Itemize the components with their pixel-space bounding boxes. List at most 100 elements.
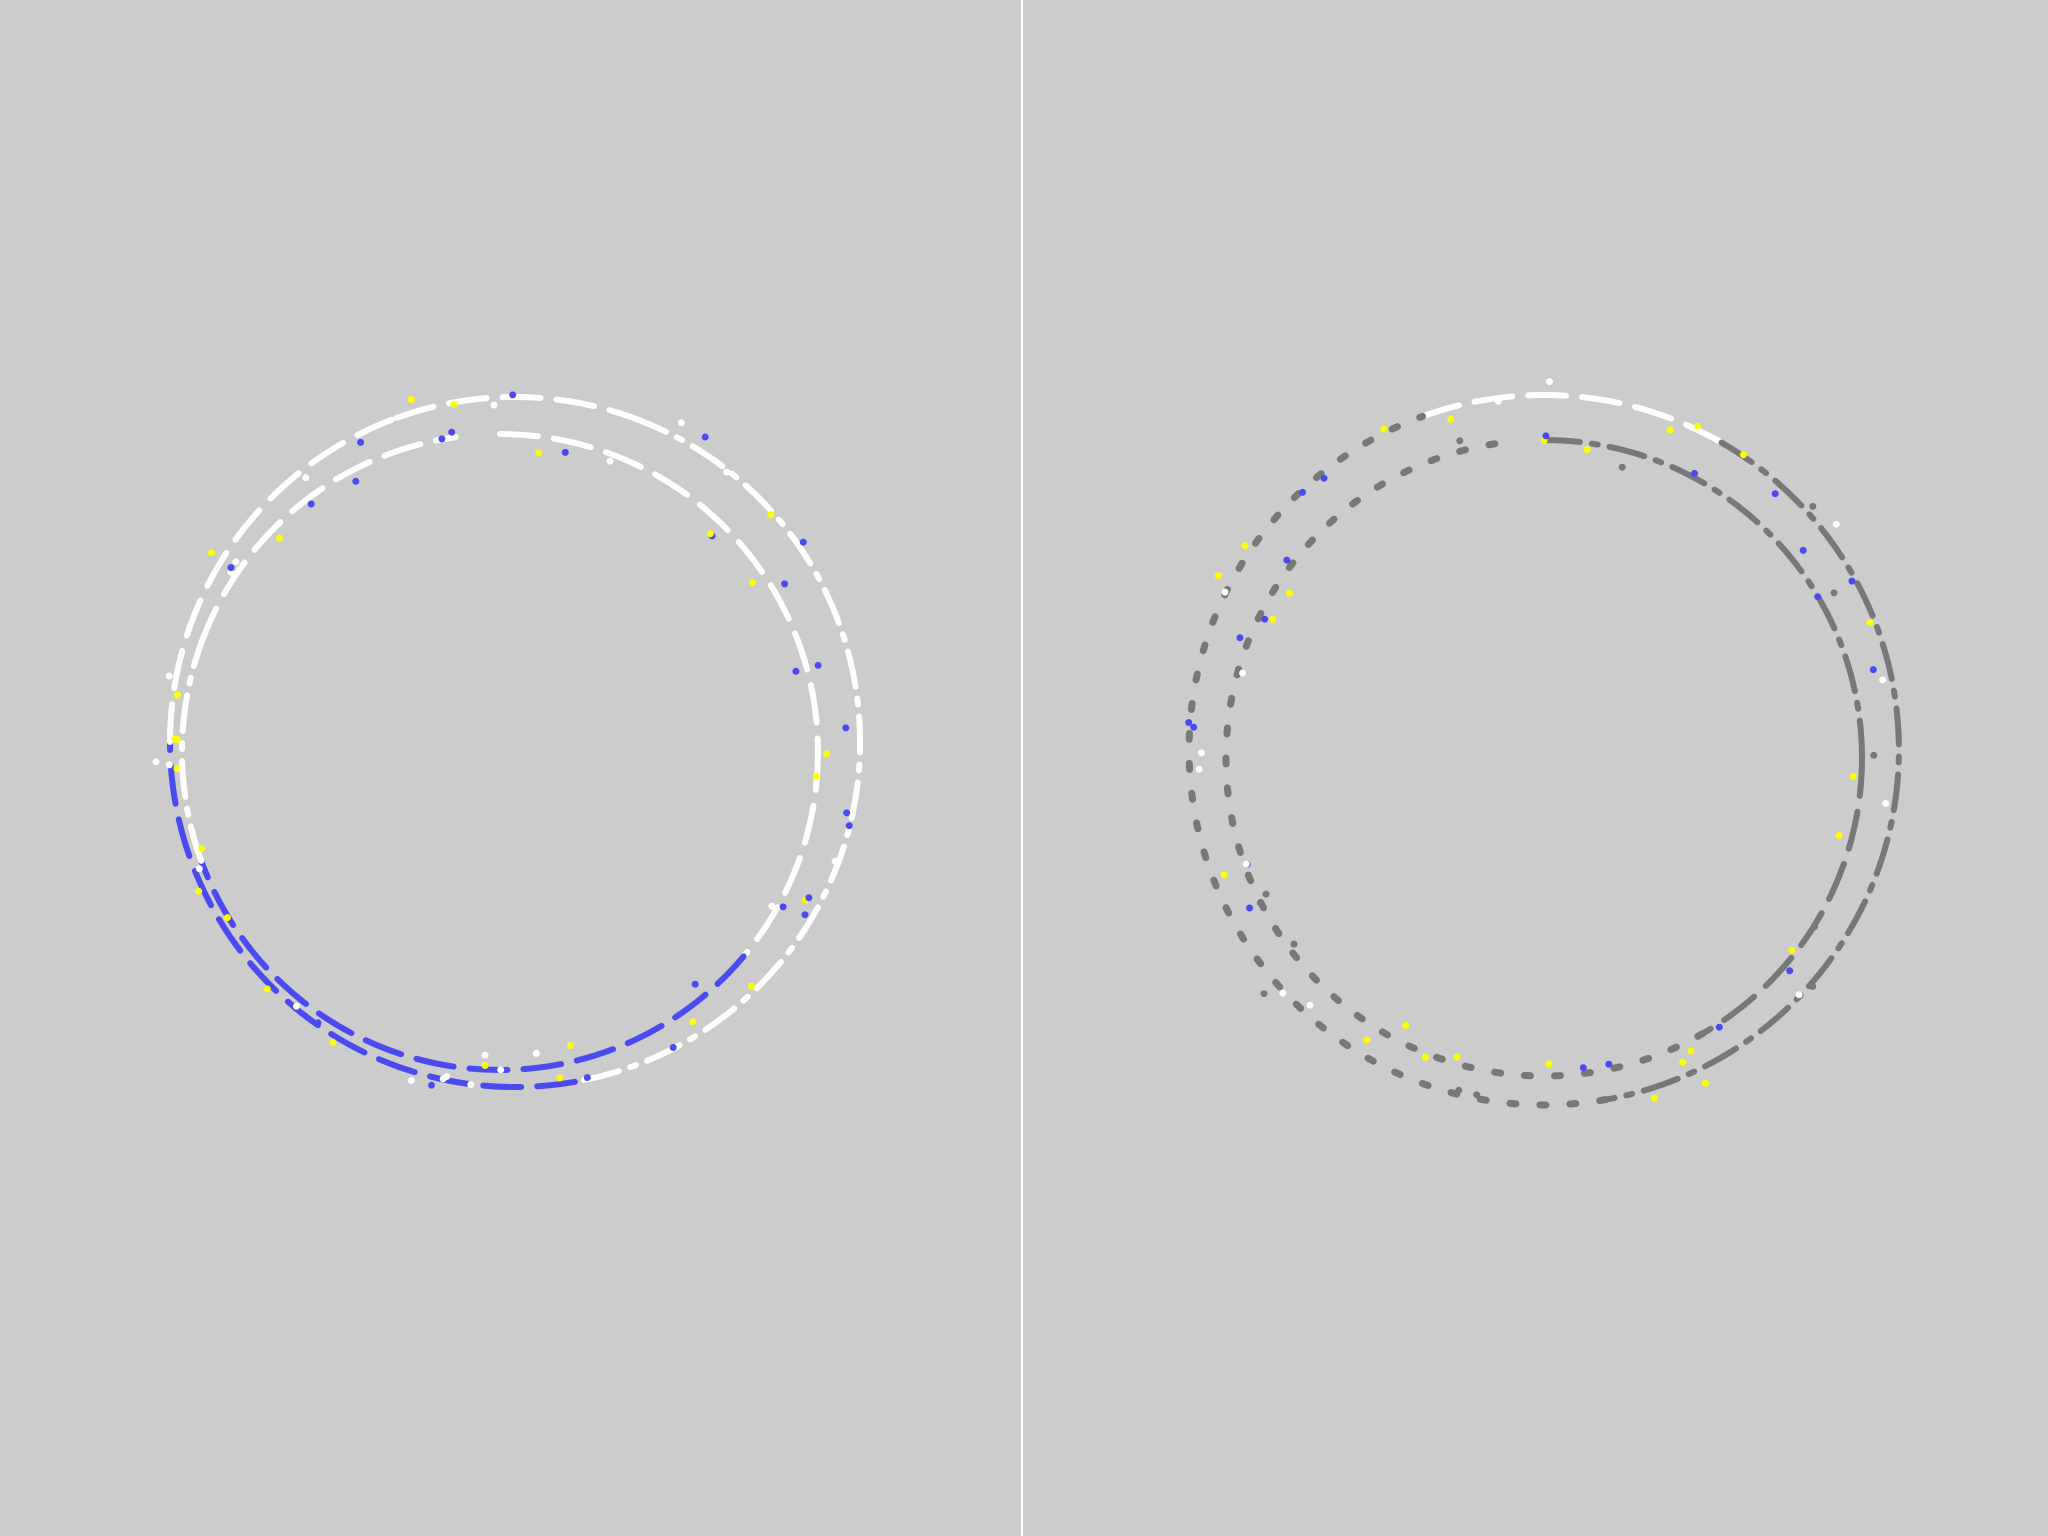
- left-panel-inner-ring-dot: [438, 435, 445, 442]
- right-panel-outer-ring-segment-3: [1189, 416, 1606, 1105]
- left-panel-inner-ring-dot: [440, 1075, 447, 1082]
- right-panel-outer-ring-dot: [1809, 503, 1816, 510]
- right-panel-outer-ring-dot: [1833, 521, 1840, 528]
- left-panel-outer-ring-dot: [842, 724, 849, 731]
- right-panel-outer-ring-dot: [1495, 398, 1502, 405]
- left-panel-outer-ring-segment-1: [397, 397, 633, 418]
- left-panel-inner-ring-dot: [535, 449, 542, 456]
- right-panel-inner-ring-dot: [1283, 557, 1290, 564]
- right-panel-outer-ring-dot: [1321, 475, 1328, 482]
- right-panel-inner-ring-dot: [1870, 752, 1877, 759]
- right-panel-inner-ring-dot: [1831, 589, 1838, 596]
- right-panel-outer-ring-dot: [1261, 990, 1268, 997]
- left-panel-outer-ring-dot: [428, 1082, 435, 1089]
- right-panel-inner-ring-dot: [1246, 905, 1253, 912]
- right-panel-outer-ring-dot: [1221, 871, 1228, 878]
- right-panel-inner-ring-dot: [1836, 832, 1843, 839]
- left-panel-inner-ring-dot: [781, 580, 788, 587]
- left-panel-inner-ring-dot: [607, 458, 614, 465]
- left-panel-inner-ring-dot: [533, 1050, 540, 1057]
- left-panel-outer-ring-dot: [408, 1077, 415, 1084]
- right-panel-outer-ring-dot: [1879, 676, 1886, 683]
- right-panel-inner-ring-dot: [1236, 634, 1243, 641]
- right-panel-outer-ring-dot: [1185, 719, 1192, 726]
- left-panel-inner-ring-dot: [196, 865, 203, 872]
- right-panel-outer-ring-dot: [1809, 983, 1816, 990]
- right-panel-inner-ring-dot: [1814, 593, 1821, 600]
- right-panel-outer-ring-dot: [1380, 426, 1387, 433]
- left-panel-outer-ring-dot: [232, 558, 239, 565]
- right-panel-outer-ring-dot: [1867, 619, 1874, 626]
- right-panel-inner-ring-dot: [1850, 773, 1857, 780]
- left-panel-outer-ring-dot: [670, 1044, 677, 1051]
- left-panel-outer-ring-dot: [166, 673, 173, 680]
- right-panel-outer-ring-dot: [1307, 1002, 1314, 1009]
- right-panel-inner-ring-dot: [1811, 923, 1818, 930]
- left-panel-outer-ring-dot: [832, 858, 839, 865]
- right-panel-inner-ring-dot: [1422, 1054, 1429, 1061]
- right-panel-inner-ring-dot: [1286, 590, 1293, 597]
- left-panel-inner-ring-dot: [815, 662, 822, 669]
- right-panel-inner-ring-segment-1: [1544, 440, 1862, 758]
- left-panel-inner-ring-dot: [567, 1042, 574, 1049]
- left-panel-inner-ring-dot: [198, 845, 205, 852]
- left-panel-inner-ring-dot: [224, 914, 231, 921]
- right-panel-outer-ring-dot: [1679, 1059, 1686, 1066]
- left-panel-inner-ring-dot: [813, 773, 820, 780]
- left-panel-inner-ring-dot: [749, 579, 756, 586]
- right-panel-inner-ring-dot: [1291, 941, 1298, 948]
- right-panel-outer-ring-dot: [1651, 1095, 1658, 1102]
- left-panel-inner-ring-dot: [308, 501, 315, 508]
- right-panel-outer-ring-dot: [1215, 572, 1222, 579]
- right-panel-inner-ring-dot: [1800, 547, 1807, 554]
- left-panel-outer-ring-dot: [748, 983, 755, 990]
- left-panel-inner-ring-dot: [174, 736, 181, 743]
- left-panel-inner-ring-dot: [780, 903, 787, 910]
- left-panel-inner-ring-dot: [707, 530, 714, 537]
- left-panel-outer-ring-dot: [723, 469, 730, 476]
- left-panel-outer-ring-dot: [802, 911, 809, 918]
- right-panel-outer-ring-dot: [1882, 800, 1889, 807]
- left-panel-inner-ring-dot: [352, 478, 359, 485]
- left-panel-inner-ring-dot: [689, 1018, 696, 1025]
- left-panel-inner-ring-dot: [174, 692, 181, 699]
- right-panel: [1024, 0, 2044, 1536]
- left-panel-outer-ring-dot: [314, 1019, 321, 1026]
- left-panel-inner-ring-dot: [497, 1066, 504, 1073]
- left-panel-inner-ring-segment-5: [201, 437, 456, 643]
- left-panel-inner-ring-dot: [467, 1081, 474, 1088]
- right-panel-outer-ring-segment-1: [1423, 395, 1722, 443]
- left-panel-outer-ring-dot: [195, 888, 202, 895]
- right-panel-outer-ring-dot: [1198, 749, 1205, 756]
- right-panel-outer-ring-dot: [1196, 766, 1203, 773]
- left-panel-inner-ring-dot: [264, 986, 271, 993]
- right-panel-outer-ring-dot: [1363, 1036, 1370, 1043]
- right-panel-inner-ring-dot: [1239, 670, 1246, 677]
- left-panel-inner-ring-dot: [482, 1052, 489, 1059]
- left-panel-outer-ring-dot: [330, 1039, 337, 1046]
- right-panel-inner-ring-dot: [1788, 947, 1795, 954]
- left-panel-inner-ring-dot: [482, 1062, 489, 1069]
- right-panel-outer-ring-dot: [1740, 451, 1747, 458]
- left-panel-outer-ring-dot: [702, 434, 709, 441]
- right-panel-outer-ring-dot: [1870, 666, 1877, 673]
- left-panel-inner-ring-dot: [166, 761, 173, 768]
- right-panel-inner-ring-dot: [1454, 1053, 1461, 1060]
- left-panel-outer-ring-dot: [153, 758, 160, 765]
- left-panel-inner-ring-dot: [823, 750, 830, 757]
- left-panel-inner-ring-segment-1: [500, 434, 818, 752]
- right-panel-inner-ring-dot: [1580, 1064, 1587, 1071]
- left-panel-inner-ring-dot: [692, 981, 699, 988]
- right-panel-inner-ring-dot: [1691, 470, 1698, 477]
- left-panel-outer-ring-dot: [678, 419, 685, 426]
- right-panel-inner-ring-dot: [1456, 437, 1463, 444]
- left-panel-outer-ring-dot: [556, 1075, 563, 1082]
- left-panel-outer-ring-dot: [491, 402, 498, 409]
- left-panel-inner-ring-dot: [562, 449, 569, 456]
- left-panel-inner-ring-dot: [792, 668, 799, 675]
- left-panel-outer-ring-segment-3: [170, 742, 575, 1087]
- right-panel-inner-ring-dot: [1542, 432, 1549, 439]
- left-panel-inner-ring-segment-3: [201, 861, 743, 1070]
- left-panel-inner-ring-dot: [768, 903, 775, 910]
